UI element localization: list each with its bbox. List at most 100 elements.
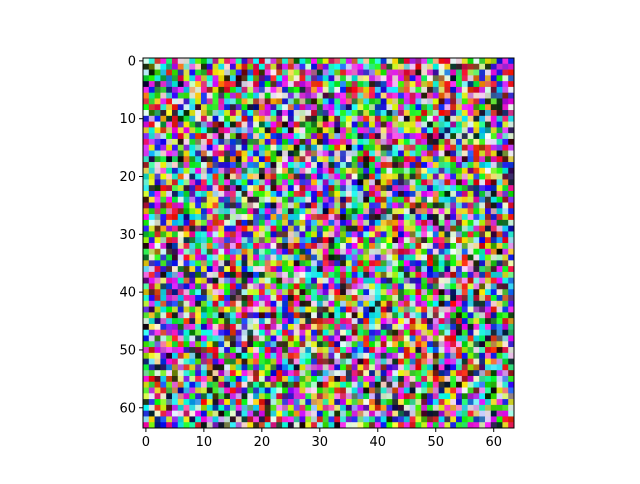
pixel-cell: [398, 98, 405, 105]
pixel-cell: [444, 179, 451, 186]
pixel-cell: [160, 370, 167, 377]
pixel-cell: [374, 254, 381, 261]
pixel-cell: [363, 329, 370, 336]
pixel-cell: [247, 69, 254, 76]
pixel-cell: [409, 156, 416, 163]
pixel-cell: [171, 318, 179, 325]
pixel-cell: [229, 225, 237, 232]
pixel-cell: [386, 127, 393, 134]
pixel-cell: [166, 138, 173, 146]
pixel-cell: [479, 231, 486, 238]
pixel-cell: [369, 266, 376, 273]
pixel-cell: [189, 283, 196, 290]
pixel-cell: [160, 133, 167, 140]
pixel-cell: [247, 121, 254, 128]
pixel-cell: [438, 295, 445, 302]
pixel-cell: [409, 243, 416, 250]
pixel-cell: [403, 58, 410, 65]
pixel-cell: [363, 63, 370, 70]
pixel-cell: [200, 138, 208, 146]
pixel-cell: [508, 75, 515, 82]
pixel-cell: [444, 277, 451, 284]
pixel-cell: [456, 86, 463, 93]
pixel-cell: [206, 202, 213, 209]
pixel-cell: [374, 364, 381, 371]
pixel-cell: [386, 393, 393, 400]
pixel-cell: [334, 306, 341, 313]
pixel-cell: [444, 115, 451, 122]
pixel-cell: [340, 162, 347, 169]
pixel-cell: [461, 150, 468, 157]
pixel-cell: [229, 162, 237, 169]
pixel-cell: [485, 190, 492, 198]
pixel-cell: [154, 81, 161, 88]
pixel-cell: [253, 370, 260, 377]
pixel-cell: [206, 266, 213, 273]
pixel-cell: [183, 248, 190, 255]
pixel-cell: [276, 219, 283, 226]
pixel-cell: [177, 254, 184, 261]
pixel-cell: [224, 295, 231, 302]
pixel-cell: [380, 133, 387, 140]
pixel-cell: [421, 341, 428, 348]
pixel-cell: [206, 375, 213, 383]
pixel-cell: [195, 92, 202, 99]
pixel-cell: [473, 156, 480, 163]
pixel-cell: [177, 364, 184, 371]
pixel-cell: [502, 75, 509, 82]
pixel-cell: [212, 335, 219, 342]
pixel-cell: [345, 271, 352, 278]
pixel-cell: [264, 127, 271, 134]
pixel-cell: [490, 404, 497, 411]
pixel-cell: [427, 219, 434, 226]
pixel-cell: [247, 243, 254, 250]
pixel-cell: [316, 295, 324, 302]
pixel-cell: [467, 318, 474, 325]
pixel-cell: [287, 347, 295, 354]
pixel-cell: [206, 138, 213, 146]
pixel-cell: [218, 381, 225, 388]
pixel-cell: [421, 167, 428, 174]
pixel-cell: [351, 335, 358, 342]
pixel-cell: [450, 260, 457, 267]
pixel-cell: [438, 393, 445, 400]
pixel-cell: [345, 266, 352, 273]
pixel-cell: [305, 185, 312, 192]
pixel-cell: [293, 92, 300, 99]
pixel-cell: [450, 225, 457, 232]
pixel-cell: [496, 404, 503, 411]
pixel-cell: [415, 422, 422, 429]
pixel-cell: [427, 352, 434, 359]
pixel-cell: [369, 81, 376, 88]
pixel-cell: [363, 219, 370, 226]
pixel-cell: [432, 75, 439, 82]
pixel-cell: [351, 115, 358, 122]
pixel-cell: [490, 58, 497, 65]
pixel-cell: [235, 254, 242, 261]
pixel-cell: [154, 364, 161, 371]
pixel-cell: [305, 225, 312, 232]
pixel-cell: [461, 127, 468, 134]
pixel-cell: [374, 127, 381, 134]
pixel-cell: [177, 271, 184, 278]
pixel-cell: [496, 219, 503, 226]
pixel-cell: [363, 260, 370, 267]
pixel-cell: [143, 271, 150, 278]
pixel-cell: [380, 214, 387, 221]
pixel-cell: [148, 144, 155, 151]
pixel-cell: [421, 277, 428, 284]
pixel-cell: [154, 254, 161, 261]
pixel-cell: [438, 358, 445, 365]
pixel-cell: [409, 347, 416, 354]
pixel-cell: [171, 133, 179, 140]
pixel-cell: [311, 312, 318, 319]
pixel-cell: [229, 98, 237, 105]
pixel-cell: [316, 422, 324, 429]
pixel-cell: [166, 329, 173, 336]
pixel-cell: [363, 387, 370, 394]
pixel-cell: [461, 214, 468, 221]
pixel-cell: [432, 196, 439, 203]
pixel-cell: [380, 196, 387, 203]
pixel-cell: [287, 277, 295, 284]
pixel-cell: [224, 138, 231, 146]
